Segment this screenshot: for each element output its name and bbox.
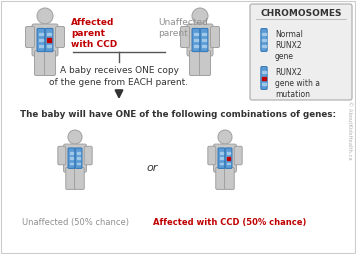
Text: The baby will have ONE of the following combinations of genes:: The baby will have ONE of the following … (20, 110, 336, 119)
Bar (262, 76, 266, 80)
FancyBboxPatch shape (56, 26, 64, 47)
Bar (262, 39, 266, 41)
Bar (47, 33, 51, 35)
Bar (227, 157, 230, 159)
FancyBboxPatch shape (32, 24, 58, 56)
Bar (262, 77, 266, 79)
FancyBboxPatch shape (234, 146, 242, 165)
Bar (202, 39, 206, 41)
Text: Affected with CCD (50% chance): Affected with CCD (50% chance) (153, 218, 307, 227)
FancyBboxPatch shape (261, 29, 267, 51)
FancyBboxPatch shape (35, 51, 46, 75)
Bar (47, 39, 51, 41)
FancyBboxPatch shape (189, 51, 200, 75)
Bar (262, 45, 266, 47)
Bar (47, 38, 51, 42)
Bar (202, 33, 206, 35)
Bar (227, 163, 230, 164)
Circle shape (218, 130, 232, 144)
FancyBboxPatch shape (45, 28, 53, 52)
FancyBboxPatch shape (218, 148, 225, 168)
FancyBboxPatch shape (75, 148, 82, 168)
Bar (227, 157, 230, 160)
Bar (70, 152, 73, 154)
Text: Affected
parent
with CCD: Affected parent with CCD (71, 18, 117, 49)
Bar (77, 163, 80, 164)
FancyBboxPatch shape (192, 28, 200, 52)
Bar (220, 163, 223, 164)
Text: CHROMOSOMES: CHROMOSOMES (260, 9, 342, 19)
FancyBboxPatch shape (66, 167, 75, 189)
Text: Unaffected
parent: Unaffected parent (158, 18, 208, 38)
FancyBboxPatch shape (180, 26, 189, 47)
Bar (227, 152, 230, 154)
FancyBboxPatch shape (200, 28, 208, 52)
FancyBboxPatch shape (261, 67, 267, 89)
FancyBboxPatch shape (225, 167, 234, 189)
FancyBboxPatch shape (214, 144, 236, 172)
Bar (77, 152, 80, 154)
Text: Unaffected (50% chance): Unaffected (50% chance) (21, 218, 129, 227)
Bar (47, 45, 51, 47)
Circle shape (192, 8, 208, 24)
Text: RUNX2
gene with a
mutation: RUNX2 gene with a mutation (275, 68, 320, 99)
FancyBboxPatch shape (74, 167, 84, 189)
Bar (202, 45, 206, 47)
Bar (262, 71, 266, 73)
Bar (262, 33, 266, 35)
FancyBboxPatch shape (216, 167, 225, 189)
FancyBboxPatch shape (210, 26, 220, 47)
FancyBboxPatch shape (208, 146, 216, 165)
Bar (194, 45, 198, 47)
Bar (194, 33, 198, 35)
Text: or: or (146, 163, 158, 173)
FancyBboxPatch shape (68, 148, 75, 168)
FancyBboxPatch shape (199, 51, 210, 75)
Bar (39, 33, 43, 35)
FancyBboxPatch shape (187, 24, 213, 56)
Bar (70, 157, 73, 159)
Bar (39, 39, 43, 41)
Bar (77, 157, 80, 159)
FancyBboxPatch shape (44, 51, 56, 75)
Bar (220, 157, 223, 159)
FancyBboxPatch shape (225, 148, 232, 168)
FancyBboxPatch shape (58, 146, 66, 165)
Circle shape (68, 130, 82, 144)
FancyBboxPatch shape (250, 4, 352, 100)
Bar (194, 39, 198, 41)
Text: © AboutKidsHealth.ca: © AboutKidsHealth.ca (347, 101, 352, 159)
FancyBboxPatch shape (26, 26, 35, 47)
Bar (70, 163, 73, 164)
FancyBboxPatch shape (64, 144, 87, 172)
FancyBboxPatch shape (84, 146, 92, 165)
Circle shape (37, 8, 53, 24)
Bar (39, 45, 43, 47)
Bar (262, 83, 266, 85)
Text: A baby receives ONE copy
of the gene from EACH parent.: A baby receives ONE copy of the gene fro… (49, 66, 189, 87)
Text: Normal
RUNX2
gene: Normal RUNX2 gene (275, 30, 303, 61)
FancyBboxPatch shape (37, 28, 45, 52)
Bar (220, 152, 223, 154)
